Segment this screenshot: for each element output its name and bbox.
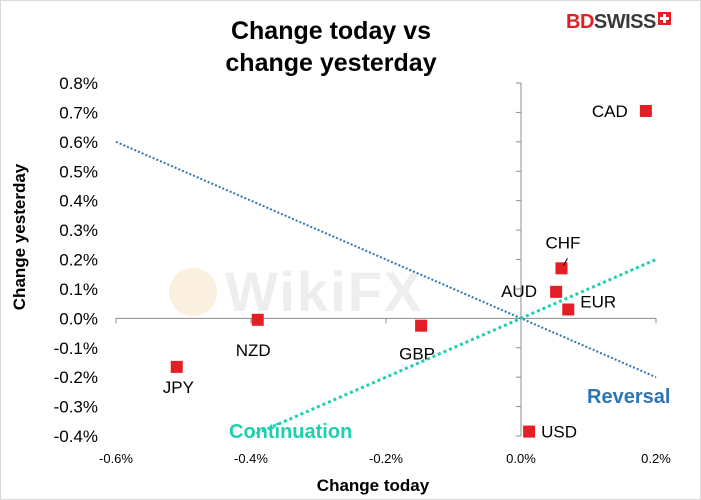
trendlines-group [115,140,657,438]
y-tick-label: 0.6% [59,133,98,152]
y-tick-label: -0.2% [54,368,98,387]
continuation-annotation: Continuation [229,421,352,443]
data-point-usd [523,425,536,438]
data-label-usd: USD [541,423,577,442]
points-group: CAD CHF AUD EUR NZD GBP JPY USD [163,102,652,442]
y-tick-label: 0.0% [59,309,98,328]
data-point-gbp [415,319,428,332]
logo-text-dark: SWISS [593,10,656,33]
wikifx-watermark: WikiFX [169,259,423,324]
y-tick-label: 0.8% [59,74,98,93]
wikifx-logo-icon [169,267,217,316]
x-tick-label: -0.4% [234,451,268,466]
x-tick-label: -0.6% [99,451,133,466]
data-point-aud [550,285,563,298]
y-tick-label: 0.3% [59,221,98,240]
data-label-eur: EUR [580,293,616,312]
y-tick-label: 0.5% [59,162,98,181]
reversal-annotation: Reversal [587,386,670,408]
x-tick-label: 0.2% [641,451,671,466]
y-tick-label: 0.4% [59,192,98,211]
data-point-nzd [251,313,264,326]
swiss-cross-icon [657,11,671,25]
y-tick-label: 0.2% [59,251,98,270]
chf-leader-line [563,258,568,266]
data-label-cad: CAD [592,102,628,121]
data-point-chf [555,262,568,275]
y-tick-label: 0.1% [59,280,98,299]
continuation-trendline [250,258,657,438]
y-tick-label: 0.7% [59,103,98,122]
data-label-chf: CHF [546,233,581,252]
axes-group: 0.8% 0.7% 0.6% 0.5% 0.4% 0.3% 0.2% 0.1% 0.0% -0.1… [54,74,672,466]
watermark-text: WikiFX [225,260,424,323]
data-point-cad [639,104,652,117]
logo-text-red: BD [566,10,594,33]
data-point-jpy [170,360,183,373]
reversal-trendline [115,140,657,379]
data-label-aud: AUD [501,282,537,301]
chart-title: Change today vs change yesterday [171,15,491,79]
x-axis-title: Change today [317,476,430,495]
y-tick-label: -0.3% [54,398,98,417]
data-label-gbp: GBP [399,345,435,364]
chart-title-line-2: change yesterday [225,49,437,77]
y-tick-label: -0.1% [54,339,98,358]
data-label-jpy: JPY [163,378,194,397]
data-label-nzd: NZD [236,341,271,360]
x-tick-label: -0.2% [369,451,403,466]
bdswiss-logo: BD SWISS [566,9,671,35]
chart-title-line-1: Change today vs [230,17,432,45]
y-tick-label: -0.4% [54,427,98,446]
data-point-eur [562,303,575,316]
y-axis-title: Change yesterday [10,163,29,310]
x-tick-label: 0.0% [506,451,536,466]
